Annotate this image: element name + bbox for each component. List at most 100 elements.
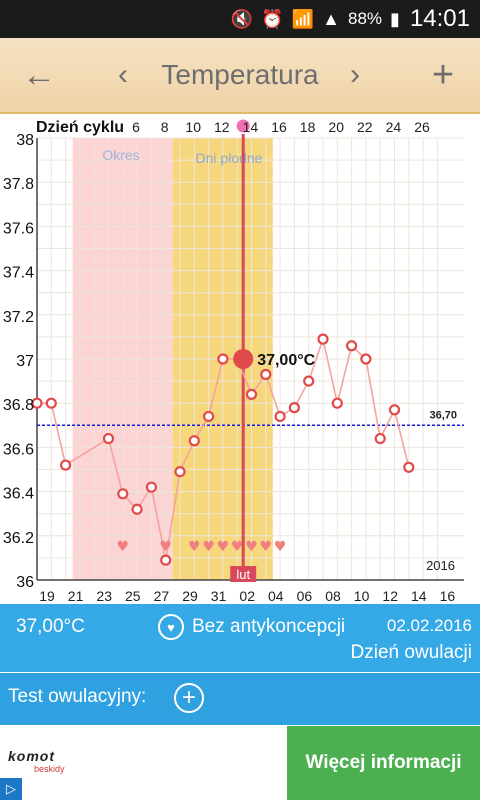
status-bar: 🔇 ⏰ 📶 ▲ 88% ▮ 14:01 bbox=[0, 0, 480, 38]
y-tick-label: 37 bbox=[16, 353, 34, 370]
alarm-icon: ⏰ bbox=[261, 8, 284, 29]
day-temperature: 37,00°C bbox=[16, 616, 85, 637]
selected-temperature-label: 37,00°C bbox=[257, 352, 315, 369]
data-point bbox=[403, 461, 415, 473]
y-tick-label: 36.6 bbox=[3, 441, 34, 458]
y-tick-label: 37.2 bbox=[3, 309, 34, 326]
data-point bbox=[388, 404, 401, 416]
month-label: lut bbox=[236, 567, 250, 582]
cycle-day-tick: 8 bbox=[161, 119, 169, 135]
heart-icon: ♥ bbox=[159, 539, 172, 555]
x-tick-label: 21 bbox=[68, 588, 84, 604]
battery-icon: ▮ bbox=[390, 8, 400, 29]
cycle-day-tick: 10 bbox=[185, 119, 201, 135]
heart-icon: ♥ bbox=[117, 539, 130, 555]
x-tick-label: 14 bbox=[411, 588, 427, 604]
ad-banner[interactable]: komot beskidy ▷ Więcej informacji bbox=[0, 726, 480, 800]
ovulation-test-label: Test owulacyjny: bbox=[8, 686, 147, 707]
data-point bbox=[131, 503, 143, 515]
y-tick-label: 36.8 bbox=[3, 397, 34, 414]
contraception-label: Bez antykoncepcji bbox=[192, 616, 346, 637]
cycle-label-bg bbox=[34, 114, 126, 136]
y-tick-label: 37.6 bbox=[3, 220, 34, 237]
add-icon[interactable]: + bbox=[431, 53, 455, 96]
cycle-day-tick: 26 bbox=[414, 119, 430, 135]
y-axis-labels: 38 37.8 37.6 37.4 37.2 37 36.8 36.6 36.4 36.2 36 bbox=[3, 132, 34, 591]
battery-percent: 88% bbox=[348, 9, 383, 28]
heart-icon: ♥ bbox=[158, 614, 184, 640]
y-tick-label: 38 bbox=[16, 132, 34, 149]
chevron-right-icon[interactable]: › bbox=[350, 58, 360, 91]
more-info-button[interactable]: Więcej informacji bbox=[287, 726, 480, 800]
temperature-chart[interactable]: Okres Dni płodne 36,70 ♥ ♥ ♥ ♥ ♥ ♥ ♥ ♥ ♥ Dzień c… bbox=[0, 114, 480, 604]
data-point bbox=[274, 410, 286, 423]
heart-icon: ♥ bbox=[217, 539, 230, 555]
toolbar: ← ‹ Temperatura › + bbox=[0, 38, 480, 114]
ovulation-flower-icon bbox=[235, 118, 251, 134]
data-point bbox=[331, 397, 343, 409]
chevron-left-icon[interactable]: ‹ bbox=[118, 58, 128, 91]
add-test-icon[interactable]: + bbox=[174, 683, 204, 713]
y-tick-label: 36.2 bbox=[3, 530, 34, 547]
adchoices-icon[interactable]: ▷ bbox=[0, 778, 22, 800]
month-tag bbox=[230, 566, 257, 582]
data-points bbox=[31, 333, 415, 566]
page-title: Temperatura bbox=[161, 59, 319, 90]
day-date: 02.02.2016 bbox=[386, 616, 472, 635]
fertile-label: Dni płodne bbox=[196, 150, 263, 166]
cycle-day-tick: 18 bbox=[300, 119, 316, 135]
ad-logo-main: komot bbox=[8, 748, 55, 764]
y-tick-label: 36 bbox=[16, 574, 34, 591]
data-point bbox=[346, 340, 358, 352]
cycle-day-tick: 24 bbox=[386, 119, 402, 135]
signal-icon: ▲ bbox=[322, 8, 340, 29]
x-tick-label: 31 bbox=[211, 588, 227, 604]
selected-point[interactable] bbox=[233, 349, 254, 369]
data-point bbox=[31, 397, 43, 409]
back-arrow-icon[interactable]: ← bbox=[22, 55, 56, 94]
data-point bbox=[59, 459, 72, 471]
data-point bbox=[288, 402, 300, 414]
contraception-status[interactable]: ♥ Bez antykoncepcji bbox=[158, 614, 345, 640]
x-tick-label: 10 bbox=[354, 588, 370, 604]
x-tick-label: 23 bbox=[96, 588, 112, 604]
data-point bbox=[203, 410, 215, 423]
data-point bbox=[260, 368, 272, 381]
data-point bbox=[145, 481, 157, 493]
data-point bbox=[102, 432, 115, 445]
ad-logo[interactable]: komot beskidy bbox=[8, 748, 78, 780]
x-tick-label: 08 bbox=[325, 588, 341, 604]
cycle-day-label: Dzień cyklu bbox=[36, 119, 124, 136]
clock: 14:01 bbox=[409, 5, 470, 32]
period-label: Okres bbox=[102, 147, 139, 163]
heart-icon: ♥ bbox=[202, 539, 215, 555]
chart-svg: Okres Dni płodne 36,70 ♥ ♥ ♥ ♥ ♥ ♥ ♥ ♥ ♥ Dzień c… bbox=[3, 114, 464, 604]
cycle-day-tick: 20 bbox=[328, 119, 344, 135]
data-point bbox=[45, 397, 57, 409]
y-tick-label: 37.4 bbox=[3, 265, 34, 282]
y-tick-label: 37.8 bbox=[3, 176, 34, 193]
intercourse-hearts: ♥ ♥ ♥ ♥ ♥ ♥ ♥ ♥ ♥ bbox=[117, 539, 287, 555]
x-tick-label: 06 bbox=[297, 588, 313, 604]
cycle-day-tick: 6 bbox=[132, 119, 140, 135]
data-point bbox=[374, 432, 386, 445]
day-info-bar[interactable]: 37,00°C ♥ Bez antykoncepcji 02.02.2016 D… bbox=[0, 604, 480, 672]
x-tick-label: 29 bbox=[182, 588, 198, 604]
x-tick-label: 04 bbox=[268, 588, 284, 604]
data-point bbox=[217, 353, 229, 365]
data-point bbox=[117, 488, 129, 500]
data-point bbox=[245, 388, 258, 400]
heart-icon: ♥ bbox=[245, 539, 258, 555]
cycle-day-tick: 12 bbox=[214, 119, 230, 135]
x-tick-label: 19 bbox=[39, 588, 55, 604]
x-tick-label: 25 bbox=[125, 588, 141, 604]
heart-icon: ♥ bbox=[274, 539, 287, 555]
x-tick-label: 02 bbox=[239, 588, 255, 604]
ovulation-test-bar: Test owulacyjny: + bbox=[0, 673, 480, 725]
x-tick-label: 16 bbox=[440, 588, 456, 604]
data-point bbox=[160, 554, 172, 566]
cycle-day-tick: 22 bbox=[357, 119, 373, 135]
day-status: Dzień owulacji bbox=[350, 642, 472, 663]
y-tick-label: 36.4 bbox=[3, 486, 34, 503]
coverline-label: 36,70 bbox=[429, 409, 457, 421]
